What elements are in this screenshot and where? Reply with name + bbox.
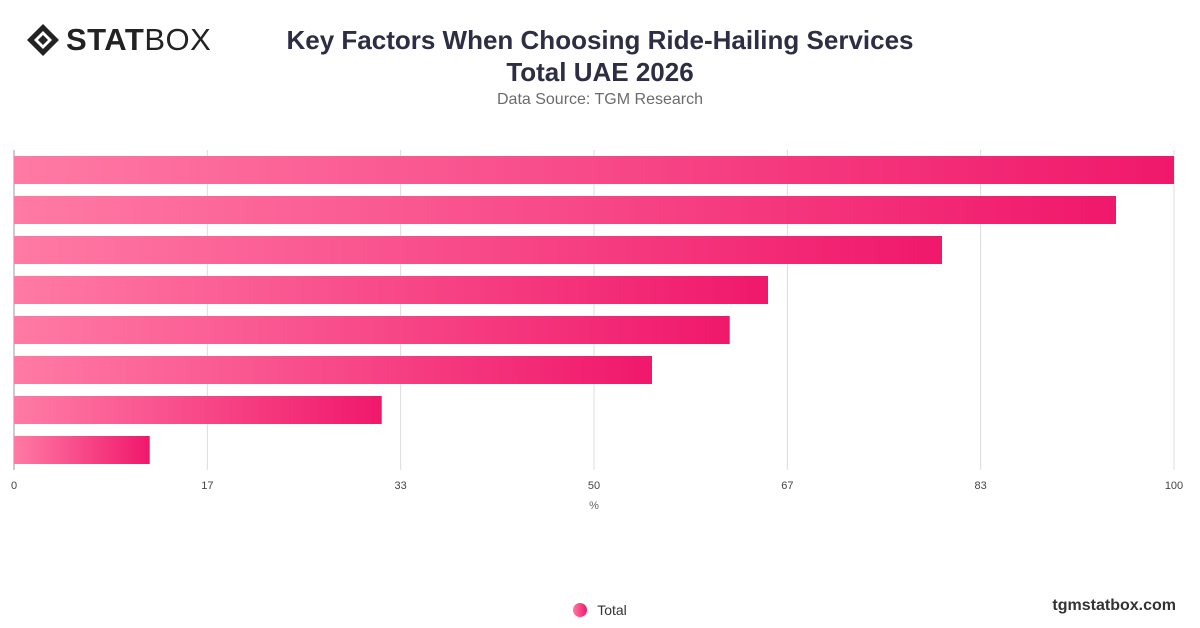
bar-total-1[interactable]	[14, 156, 1174, 184]
chart-title-line1: Key Factors When Choosing Ride-Hailing S…	[286, 25, 914, 55]
x-tick-label: 67	[781, 480, 793, 492]
x-tick-label: 100	[1165, 480, 1183, 492]
chart-subtitle: Data Source: TGM Research	[496, 91, 703, 108]
logo-bold-text: STAT	[66, 22, 145, 57]
x-axis-title: %	[589, 500, 599, 512]
x-tick-label: 50	[588, 480, 600, 492]
bar-total-8[interactable]	[14, 436, 150, 464]
statbox-logo: STATBOX	[26, 22, 211, 58]
bar-total-5[interactable]	[14, 316, 730, 344]
chart-legend[interactable]: Total	[0, 602, 1200, 618]
chart-title: Key Factors When Choosing Ride-Hailing S…	[0, 24, 1200, 88]
legend-marker-total	[573, 603, 588, 617]
footer-url[interactable]: tgmstatbox.com	[1052, 597, 1176, 614]
diamond-logo-icon	[27, 24, 59, 56]
x-tick-label: 83	[975, 480, 987, 492]
x-tick-label: 33	[395, 480, 407, 492]
legend-label-total: Total	[597, 602, 627, 618]
bar-total-3[interactable]	[14, 236, 942, 264]
bar-total-4[interactable]	[14, 276, 768, 304]
bar-total-2[interactable]	[14, 196, 1116, 224]
x-tick-label: 17	[201, 480, 213, 492]
logo-wordmark: STATBOX	[66, 23, 211, 57]
chart-title-line2: Total UAE 2026	[506, 57, 694, 87]
bar-total-6[interactable]	[14, 356, 652, 384]
logo-light-text: BOX	[144, 22, 212, 57]
bar-total-7[interactable]	[14, 396, 382, 424]
x-tick-label: 0	[11, 480, 17, 492]
